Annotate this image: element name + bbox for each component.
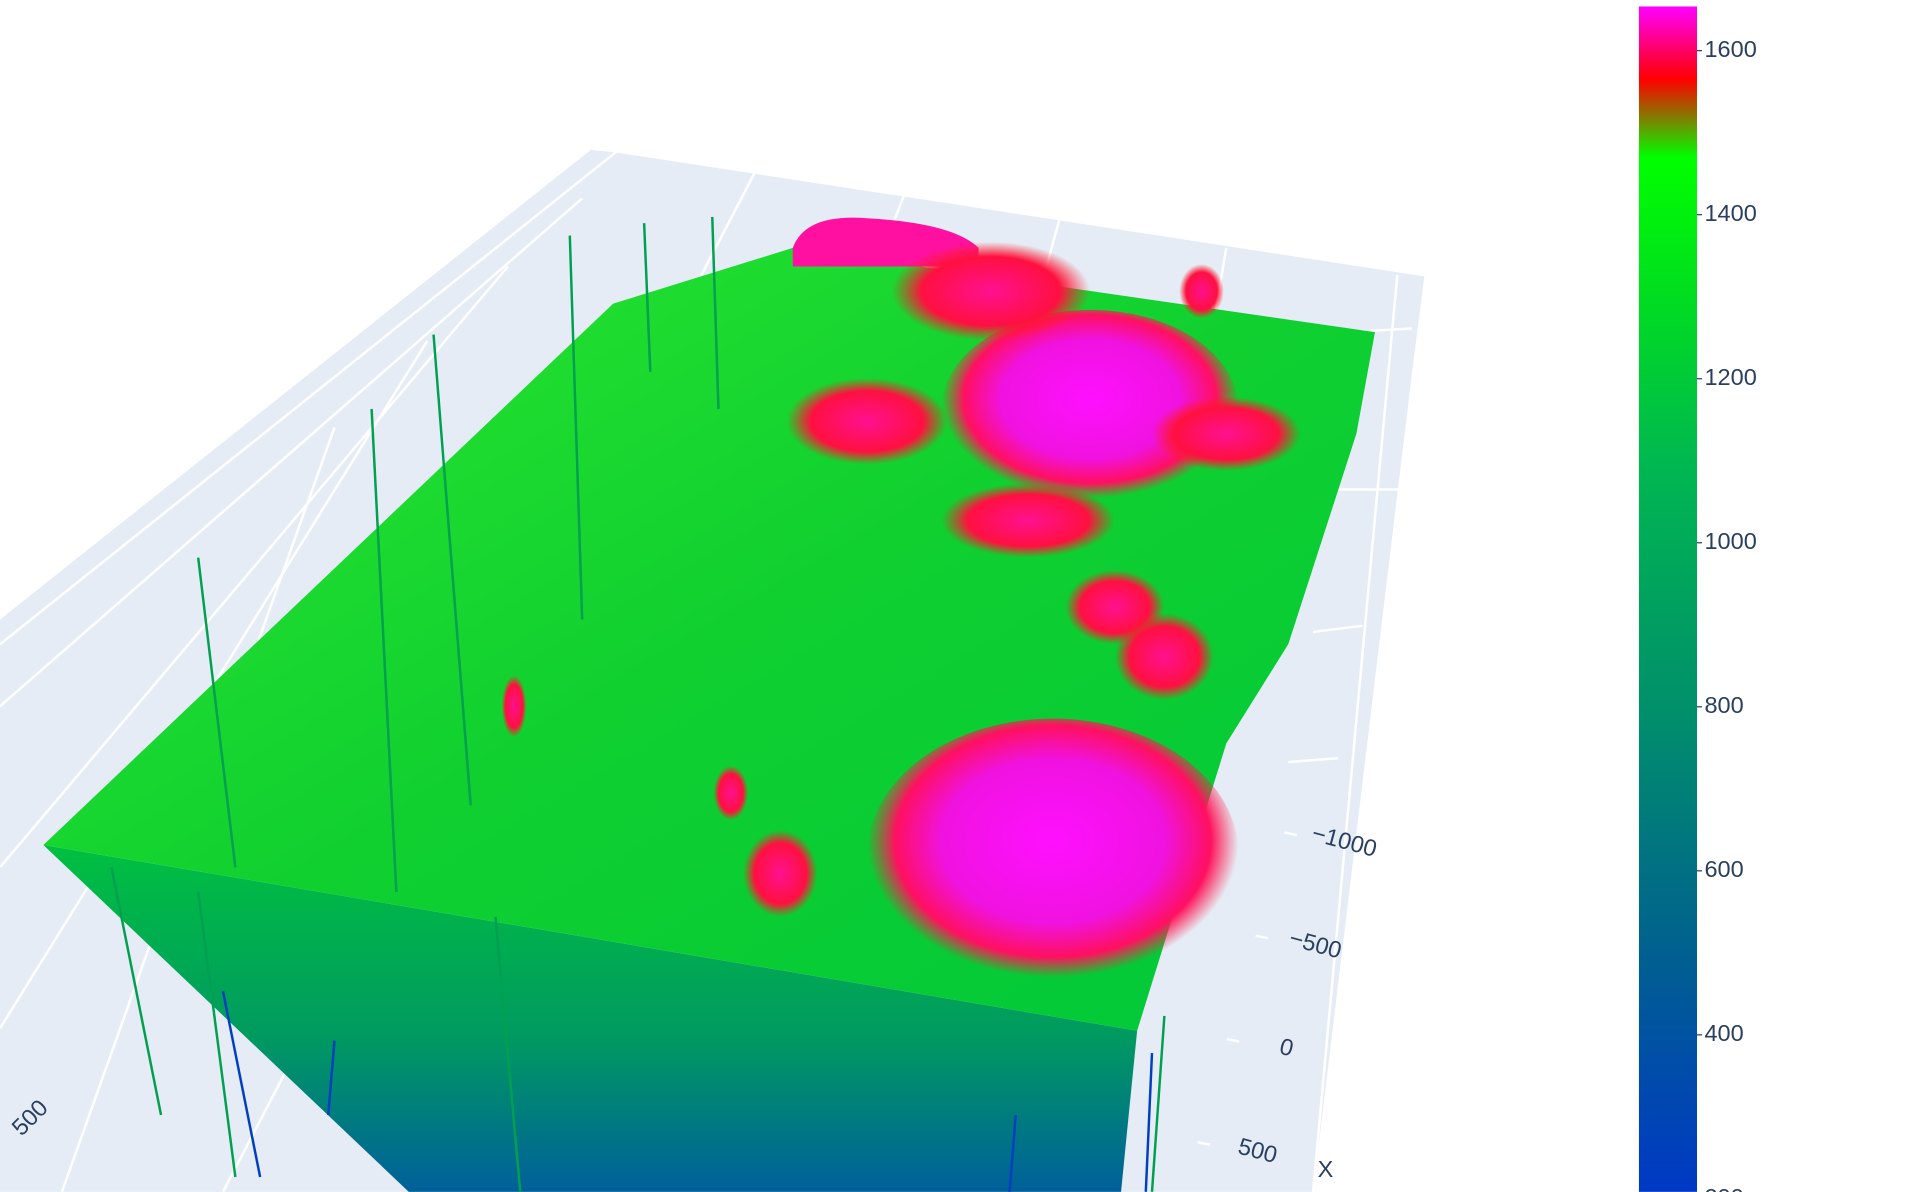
surface-peak (941, 483, 1115, 558)
x-tick-label: 0 (1277, 1033, 1296, 1062)
colorbar-tick-label: 1600 (1704, 36, 1756, 62)
colorbar-scale (1638, 6, 1698, 1192)
surface-peak (891, 241, 1091, 341)
x-tick (1255, 934, 1269, 940)
colorbar-tick-label: 600 (1704, 856, 1743, 882)
surface-spikes (110, 216, 1166, 1192)
surface-peak (743, 830, 818, 917)
surface (43, 216, 1375, 1192)
x-axis-title: X (1318, 1156, 1334, 1182)
x-tick (1226, 1037, 1240, 1043)
surface-low-spikes (221, 990, 1154, 1192)
surface-peak (786, 377, 948, 465)
surface-peak (941, 309, 1239, 509)
x-tick (1197, 1141, 1211, 1146)
surface-side (43, 844, 1138, 1192)
colorbar-tick-label: 400 (1704, 1020, 1743, 1046)
x-tick (1284, 831, 1298, 837)
colorbar-tick-label: 1000 (1704, 528, 1756, 554)
surface-peak (1152, 396, 1301, 471)
surface-peak (1179, 264, 1224, 319)
colorbar-tick-label: 1200 (1704, 364, 1756, 390)
colorbar-tick-label: 200 (1704, 1184, 1743, 1192)
colorbar: 200 400 600 800 1000 1200 1400 1600 (1638, 6, 1757, 1192)
surface-peak (501, 675, 527, 738)
colorbar-tick-label: 1400 (1704, 200, 1756, 226)
colorbar-tick-label: 800 (1704, 692, 1743, 718)
surface-peak (867, 718, 1239, 992)
surface-peak (1114, 613, 1214, 701)
surface-peak (713, 765, 749, 821)
